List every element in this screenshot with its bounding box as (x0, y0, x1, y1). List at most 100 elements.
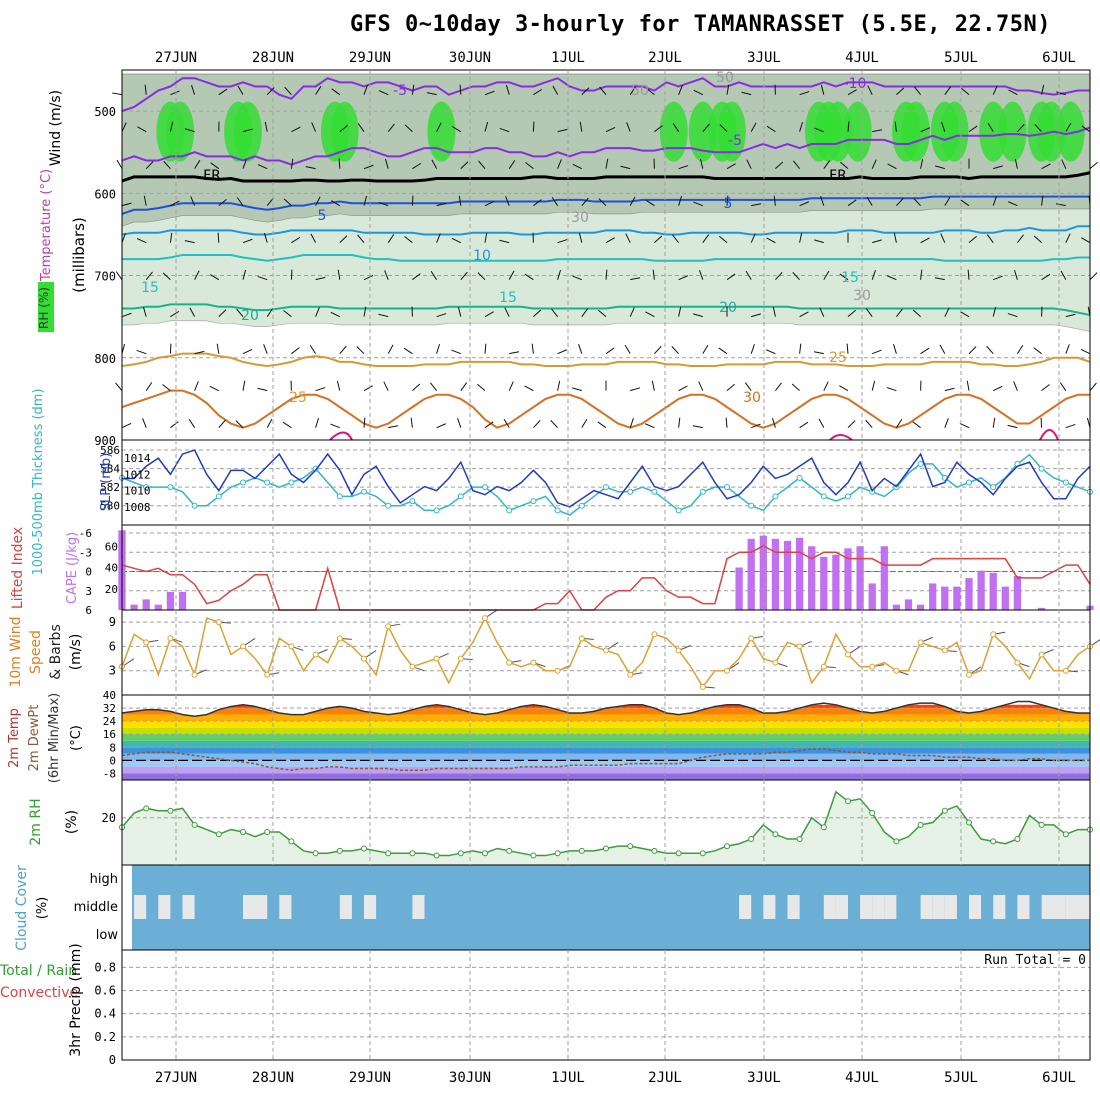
wind-barb (1059, 382, 1067, 391)
temp-band (122, 701, 1090, 705)
wind-barb (142, 418, 147, 428)
wind-barb (315, 276, 326, 281)
wind-barb (961, 87, 970, 96)
li-tick: 3 (85, 585, 92, 598)
wind-barb (702, 234, 710, 243)
data-point (312, 850, 319, 857)
wind-barb (672, 123, 680, 132)
wind-barb (145, 382, 153, 391)
wind-barb (605, 158, 609, 169)
wind-barb (121, 422, 132, 429)
wind-barb (986, 234, 994, 243)
wind-barb (1034, 124, 1042, 133)
wind-barb (751, 313, 761, 318)
cloud-block (1041, 895, 1066, 919)
wind-barb (216, 343, 220, 354)
wind-barb (283, 198, 292, 207)
rh-green-cell (940, 101, 969, 162)
wind-barb (678, 195, 683, 206)
data-point (312, 651, 319, 658)
wind-barb (646, 88, 655, 96)
date-label-top: 4JUL (845, 50, 879, 66)
wind-barb (532, 121, 535, 132)
cape-tick: 60 (105, 540, 118, 553)
data-point (288, 838, 295, 845)
contour-label: 15 (841, 270, 859, 286)
data-point (627, 671, 634, 678)
cloud-block (1065, 895, 1090, 919)
temp-tick: 40 (103, 689, 116, 702)
data-point (215, 493, 222, 500)
y-tick-label: 500 (94, 105, 116, 119)
wind-barb (236, 308, 244, 317)
wind-barb (992, 196, 997, 206)
data-point (796, 836, 803, 843)
cape-bar (844, 548, 852, 610)
data-point (361, 488, 367, 495)
wind-barb (484, 90, 495, 96)
wind-barb (605, 237, 615, 244)
cloud-level-low: low (96, 928, 119, 943)
wind-barb (484, 421, 494, 429)
wind-barb (384, 270, 389, 280)
wind-barb (451, 237, 462, 244)
wind-barb (693, 89, 704, 96)
temp-band (122, 714, 1090, 722)
rh-green-cell (717, 101, 746, 162)
wind-barb (820, 196, 825, 206)
temp-band (122, 721, 1090, 728)
wind-barb (384, 158, 389, 169)
thickness-tick: 582 (100, 481, 120, 494)
thickness-tick: 586 (100, 444, 120, 457)
wind-barb (699, 270, 704, 280)
wind-barb (887, 163, 897, 170)
wind-barb (629, 86, 637, 95)
wind-barb (356, 346, 365, 355)
wind-barb (357, 123, 365, 132)
wind-barb (692, 425, 703, 429)
wind-barb (330, 200, 341, 207)
wind-barb (896, 198, 904, 207)
wind-barb (1060, 270, 1067, 280)
data-point (409, 663, 416, 670)
cloud-block (969, 895, 982, 919)
data-point (506, 507, 513, 514)
data-point (457, 655, 464, 662)
temp-band (122, 747, 1090, 754)
wind-barb (765, 349, 776, 355)
rh-green-cell (233, 101, 262, 162)
wind-barb (894, 121, 897, 132)
wind-barb (750, 233, 756, 243)
cape-bar (989, 572, 997, 610)
data-point (651, 631, 658, 638)
cloud-block (993, 895, 1006, 919)
wind-barb (726, 383, 735, 392)
contour-label: 50 (631, 83, 649, 99)
wind-barb (819, 307, 825, 317)
wind-barb (766, 237, 776, 244)
wind-barb (626, 122, 631, 132)
wind-barb (484, 121, 489, 132)
data-point (941, 647, 948, 654)
data-point (191, 502, 198, 509)
cape-bar (929, 583, 937, 610)
wind-barb (967, 269, 970, 280)
wind-barb (823, 160, 831, 169)
data-point (578, 635, 585, 642)
wind-barb (920, 127, 931, 133)
data-point (917, 639, 924, 646)
data-point (482, 615, 488, 622)
wind-barb (331, 88, 341, 96)
wind-barb (509, 351, 520, 355)
data-point (336, 847, 343, 854)
wind-barb (357, 234, 365, 243)
wind-barb (693, 313, 703, 318)
wind-barb (115, 271, 123, 280)
wind-barb (291, 347, 300, 355)
wind-barb (194, 270, 200, 280)
cloud-block (158, 895, 171, 919)
temp-ylabel-3: (6hr Min/Max) (47, 693, 62, 783)
wind-barb (525, 162, 534, 170)
precip-tick: 0.8 (94, 960, 116, 974)
wind-barb (702, 344, 709, 354)
